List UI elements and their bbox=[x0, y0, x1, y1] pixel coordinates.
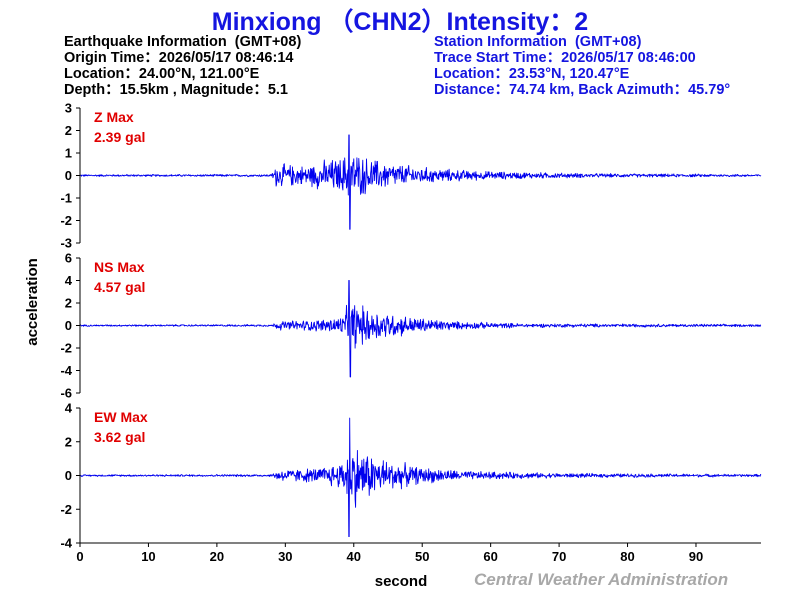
ns-y-tick-label: -6 bbox=[60, 386, 72, 401]
ew-y-tick-label: -2 bbox=[60, 502, 72, 517]
origin-time: Origin Time：2026/05/17 08:46:14 bbox=[64, 50, 294, 66]
ns-waveform bbox=[79, 280, 762, 378]
ns-y-tick-label: -4 bbox=[60, 363, 72, 378]
ew-y-tick-label: 4 bbox=[65, 401, 73, 416]
x-tick-label: 10 bbox=[141, 549, 155, 564]
z-y-tick-label: 0 bbox=[65, 168, 72, 183]
ns-y-tick-label: -2 bbox=[60, 341, 72, 356]
x-tick-label: 40 bbox=[347, 549, 361, 564]
z-y-tick-label: -1 bbox=[60, 191, 72, 206]
x-tick-label: 30 bbox=[278, 549, 292, 564]
x-tick-label: 20 bbox=[210, 549, 224, 564]
x-tick-label: 0 bbox=[76, 549, 83, 564]
station-location: Location：23.53°N, 120.47°E bbox=[434, 66, 630, 82]
z-y-tick-label: 2 bbox=[65, 123, 72, 138]
x-tick-label: 80 bbox=[620, 549, 634, 564]
epicenter-location: Location：24.00°N, 121.00°E bbox=[64, 66, 260, 82]
z-waveform bbox=[79, 134, 762, 230]
x-tick-label: 70 bbox=[552, 549, 566, 564]
ew-y-tick-label: -4 bbox=[60, 536, 72, 551]
ns-y-tick-label: 2 bbox=[65, 296, 72, 311]
trace-start-time: Trace Start Time：2026/05/17 08:46:00 bbox=[434, 50, 696, 66]
earthquake-info: Earthquake Information (GMT+08) Origin T… bbox=[64, 34, 301, 98]
ew-y-tick-label: 0 bbox=[65, 468, 72, 483]
ns-y-tick-label: 6 bbox=[65, 251, 72, 266]
ns-max-label: NS Max bbox=[94, 259, 145, 275]
z-max-label: Z Max bbox=[94, 109, 134, 125]
ns-max-value: 4.57 gal bbox=[94, 279, 145, 295]
earthquake-info-heading: Earthquake Information (GMT+08) bbox=[64, 34, 302, 50]
distance-azimuth: Distance：74.74 km, Back Azimuth：45.79° bbox=[434, 82, 731, 98]
z-max-value: 2.39 gal bbox=[94, 129, 145, 145]
ew-max-value: 3.62 gal bbox=[94, 429, 145, 445]
station-info-heading: Station Information (GMT+08) bbox=[434, 34, 642, 50]
z-y-tick-label: 1 bbox=[65, 146, 72, 161]
ew-max-label: EW Max bbox=[94, 409, 148, 425]
ew-y-tick-label: 2 bbox=[65, 434, 72, 449]
chart-title: Minxiong （CHN2）Intensity：2 bbox=[211, 8, 589, 36]
x-axis-title: second bbox=[375, 573, 428, 590]
ns-y-tick-label: 4 bbox=[65, 273, 73, 288]
z-y-tick-label: -3 bbox=[60, 236, 72, 251]
x-tick-label: 50 bbox=[415, 549, 429, 564]
ns-y-tick-label: 0 bbox=[65, 318, 72, 333]
agency-credit: Central Weather Administration bbox=[474, 570, 729, 589]
x-tick-label: 60 bbox=[483, 549, 497, 564]
depth-magnitude: Depth：15.5km , Magnitude：5.1 bbox=[64, 82, 288, 98]
station-info: Station Information (GMT+08) Trace Start… bbox=[434, 34, 730, 98]
ew-waveform bbox=[79, 417, 762, 538]
z-y-tick-label: -2 bbox=[60, 213, 72, 228]
x-tick-label: 90 bbox=[689, 549, 703, 564]
y-axis-title: acceleration bbox=[24, 258, 41, 346]
z-y-tick-label: 3 bbox=[65, 101, 72, 116]
